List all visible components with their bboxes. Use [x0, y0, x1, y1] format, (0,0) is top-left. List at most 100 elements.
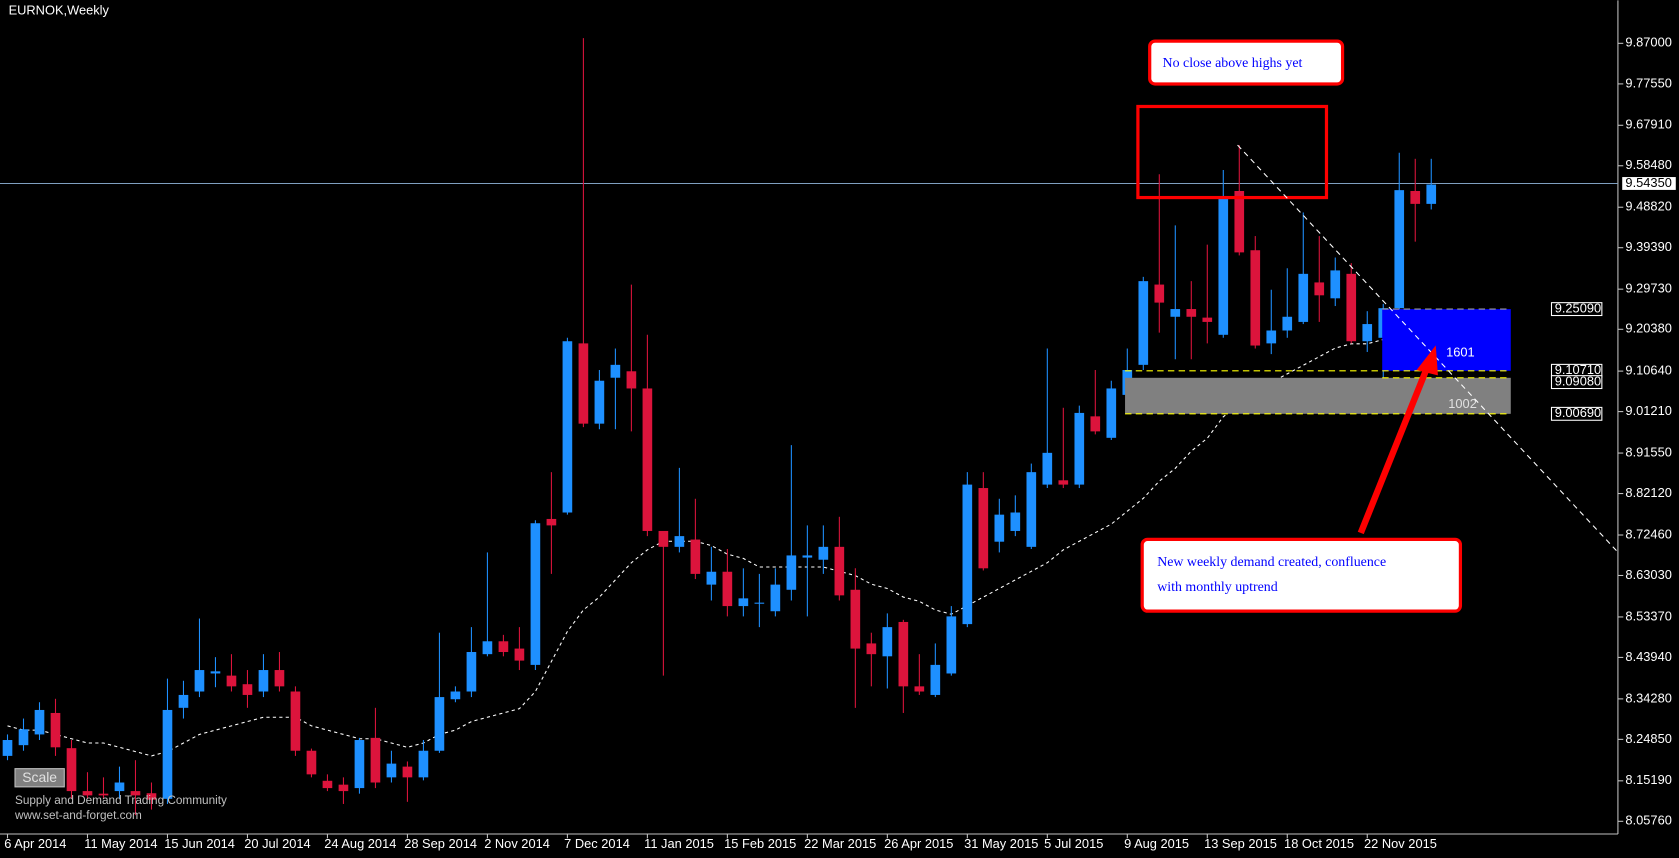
candle-body: [674, 536, 685, 547]
watermark: www.set-and-forget.com: [14, 809, 142, 822]
y-tick-label: 8.34280: [1625, 690, 1671, 705]
candle-body: [338, 784, 349, 792]
candle-body: [98, 793, 109, 796]
candle-body: [1106, 388, 1117, 438]
candle-body: [354, 740, 365, 789]
plot: 9.87000 9.77550 9.67910 9.58480 9.48820 9.393…: [0, 35, 1676, 851]
annotation-box: [1148, 39, 1345, 86]
candle-body: [482, 641, 493, 655]
candle-body: [1266, 330, 1277, 344]
candle-body: [178, 694, 189, 708]
y-tick-label: 9.58480: [1625, 157, 1671, 172]
candle-body: [1250, 250, 1261, 346]
candle-body: [786, 555, 797, 590]
x-tick-label: 15 Jun 2014: [164, 836, 235, 851]
y-tick-label: 8.63030: [1625, 567, 1671, 582]
candle-body: [1138, 281, 1149, 365]
candle-body: [1170, 309, 1181, 317]
candle-body: [210, 671, 221, 674]
watermark: Supply and Demand Trading Community: [15, 794, 227, 807]
candle-body: [34, 709, 45, 735]
level-label-box: [1550, 406, 1603, 421]
level-label: 9.25090: [1555, 300, 1601, 315]
candle-body: [146, 793, 157, 800]
candle-body: [1314, 282, 1325, 296]
y-tick-label: 8.43940: [1625, 649, 1671, 664]
candle-body: [114, 782, 125, 792]
candle-body: [162, 709, 173, 799]
highlight-box: [1136, 104, 1329, 200]
candle-body: [498, 641, 509, 653]
x-tick-label: 31 May 2015: [964, 836, 1038, 851]
x-tick-label: 24 Aug 2014: [324, 836, 396, 851]
level-label-box: [1550, 302, 1603, 317]
candle-body: [18, 729, 29, 746]
x-tick-label: 20 Jul 2014: [244, 836, 310, 851]
candle-body: [1218, 198, 1229, 335]
y-tick-label: 9.20380: [1625, 321, 1671, 336]
candle-body: [978, 488, 989, 569]
y-tick-label: 9.67910: [1625, 117, 1671, 132]
annotation: New weekly demand created, confluence: [1157, 555, 1386, 570]
candle-body: [578, 343, 589, 424]
last-price-box: [1622, 177, 1676, 190]
candle-body: [194, 670, 205, 692]
y-tick-label: 9.48820: [1625, 199, 1671, 214]
scale-button[interactable]: [14, 768, 65, 788]
candle-body: [882, 627, 893, 657]
candle-body: [818, 546, 829, 560]
y-tick-label: 8.72460: [1625, 526, 1671, 541]
candle-body: [946, 616, 957, 674]
candle-body: [2, 740, 13, 756]
candle-body: [226, 675, 237, 687]
candle-body: [1042, 452, 1053, 485]
y-tick-label: 9.77550: [1625, 75, 1671, 90]
scale-button-label[interactable]: Scale: [22, 769, 57, 785]
candle-body: [642, 388, 653, 531]
y-tick-label: 8.24850: [1625, 731, 1671, 746]
candle-body: [434, 697, 445, 751]
arrow-head: [1416, 345, 1438, 376]
zone-label: 1002: [1448, 396, 1477, 411]
candle-body: [658, 530, 669, 547]
candle-body: [1010, 512, 1021, 531]
candle-body: [1074, 412, 1085, 485]
candle-body: [530, 523, 541, 665]
candle-body: [50, 712, 61, 748]
candle-body: [274, 670, 285, 687]
y-tick-label: 8.05760: [1625, 813, 1671, 828]
zone: [1382, 309, 1511, 371]
level-label: 9.09080: [1555, 373, 1601, 388]
candle-body: [386, 763, 397, 778]
x-tick-label: 5 Jul 2015: [1044, 836, 1103, 851]
x-tick-label: 6 Apr 2014: [4, 836, 66, 851]
candle-body: [1298, 273, 1309, 322]
candle-body: [1154, 284, 1165, 303]
candle-body: [754, 602, 765, 604]
y-tick-label: 9.29730: [1625, 281, 1671, 296]
x-tick-label: 26 Apr 2015: [884, 836, 953, 851]
candle-body: [370, 737, 381, 783]
candle-body: [130, 791, 141, 796]
x-tick-label: 15 Feb 2015: [724, 836, 796, 851]
y-tick-label: 8.91550: [1625, 444, 1671, 459]
x-tick-label: 7 Dec 2014: [564, 836, 630, 851]
x-tick-label: 28 Sep 2014: [404, 836, 477, 851]
candle-body: [402, 766, 413, 778]
x-tick-label: 2 Nov 2014: [484, 836, 550, 851]
candle-body: [258, 670, 269, 692]
candle-body: [322, 780, 333, 789]
candle-body: [514, 648, 525, 661]
arrow-shaft: [1357, 363, 1432, 535]
candle-body: [738, 598, 749, 607]
candle-body: [834, 546, 845, 596]
y-tick-label: 8.53370: [1625, 608, 1671, 623]
annotation-box: [1140, 537, 1463, 613]
candle-body: [1410, 190, 1421, 204]
x-tick-label: 22 Mar 2015: [804, 836, 876, 851]
x-tick-label: 22 Nov 2015: [1364, 836, 1437, 851]
candle-body: [290, 691, 301, 751]
candle-body: [1346, 273, 1357, 342]
